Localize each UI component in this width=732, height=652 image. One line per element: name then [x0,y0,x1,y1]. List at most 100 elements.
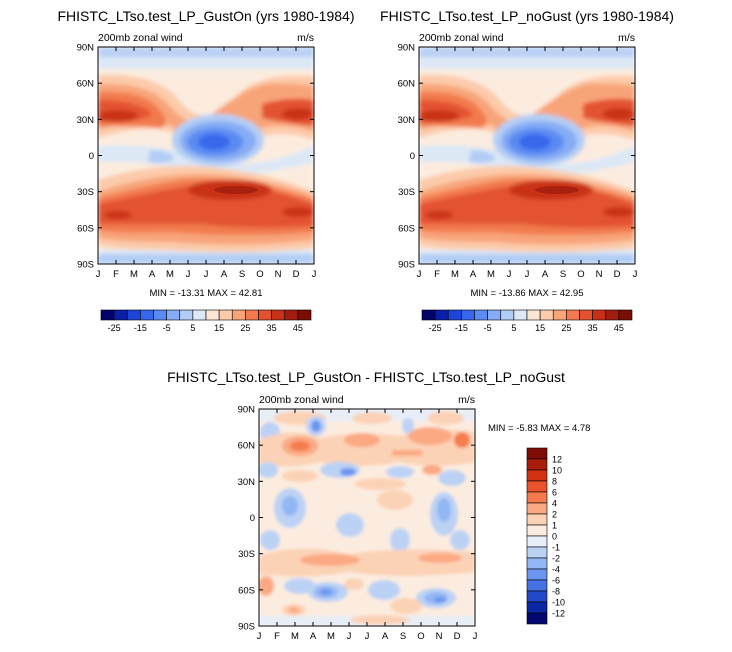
colorbar-swatch [218,309,233,321]
y-tick-label: 60S [398,223,415,234]
panel2-title: FHISTC_LTso.test_LP_noGust (yrs 1980-198… [380,8,674,24]
x-tick-label: M [487,269,495,280]
colorbar-tick-label: 4 [552,499,557,509]
colorbar-tick-label: 2 [552,510,557,520]
colorbar-tick-label: -5 [163,323,171,333]
panel3-subtitle-right: m/s [458,394,475,406]
colorbar-swatch [461,309,475,321]
colorbar-swatch [284,309,299,321]
colorbar-tick-label: -10 [552,598,565,608]
x-tick-label: J [96,269,101,280]
colorbar-swatch [205,309,220,321]
x-tick-label: A [382,631,389,642]
colorbar-tick-label: 12 [552,455,562,465]
panel1-contour-field [98,47,314,264]
colorbar-swatch [526,469,548,482]
y-tick-label: 90N [77,43,95,54]
x-tick-label: A [470,269,477,280]
y-tick-label: 60N [238,441,256,452]
colorbar-swatch [487,309,502,321]
colorbar-tick-label: -25 [108,323,121,333]
colorbar-swatch [526,309,541,321]
colorbar-tick-label: 10 [552,466,562,476]
colorbar-swatch [526,546,548,559]
colorbar-swatch [140,309,154,321]
colorbar-swatch [474,309,488,321]
colorbar-swatch [526,601,548,614]
x-tick-label: A [149,269,156,280]
panel3-title: FHISTC_LTso.test_LP_GustOn - FHISTC_LTso… [167,369,565,385]
colorbar-tick-label: -2 [552,554,560,564]
colorbar-swatch [179,309,194,321]
colorbar-swatch [421,309,436,321]
x-tick-label: F [274,631,280,642]
x-tick-label: N [275,269,282,280]
colorbar-swatch [513,309,528,321]
x-tick-label: J [633,269,638,280]
colorbar-tick-label: -1 [552,543,560,553]
panel3-subtitle-left: 200mb zonal wind [259,394,344,406]
colorbar-tick-label: 45 [614,323,624,333]
panel2-stats: MIN = -13.86 MAX = 42.95 [470,288,583,299]
colorbar-swatch [526,502,548,515]
x-tick-label: J [257,631,262,642]
panel2-subtitle-left: 200mb zonal wind [419,32,504,44]
x-tick-label: M [166,269,174,280]
x-tick-label: O [577,269,584,280]
y-tick-label: 90S [398,260,415,271]
colorbar-tick-label: -25 [429,323,442,333]
colorbar-swatch [447,309,462,321]
colorbar-swatch [539,309,554,321]
colorbar-swatch [526,458,548,471]
y-tick-label: 30N [77,115,95,126]
panel1-colorbar: -25 -15 -5 5 15 25 35 45 [100,309,312,333]
panel3-contour-field [259,409,475,626]
y-tick-label: 60N [77,79,95,90]
y-tick-label: 30S [398,187,415,198]
colorbar-swatch [500,309,515,321]
x-tick-label: D [614,269,621,280]
y-tick-label: 90S [77,260,94,271]
x-tick-label: J [186,269,191,280]
colorbar-swatch [166,309,181,321]
x-tick-label: F [434,269,440,280]
x-tick-label: O [256,269,263,280]
colorbar-swatch [526,535,548,548]
x-tick-label: N [596,269,603,280]
colorbar-swatch [100,309,115,321]
colorbar-swatch [526,447,548,460]
colorbar-swatch [552,309,567,321]
colorbar-swatch [526,568,548,581]
y-tick-label: 30S [238,549,255,560]
colorbar-swatch [526,590,548,603]
colorbar-swatch [526,480,548,493]
x-tick-label: A [310,631,317,642]
y-tick-label: 0 [89,151,94,162]
colorbar-swatch [579,309,593,321]
colorbar-swatch [566,309,580,321]
y-tick-label: 0 [410,151,415,162]
colorbar-tick-label: -5 [484,323,492,333]
colorbar-tick-label: -4 [552,565,560,575]
colorbar-swatch [153,309,167,321]
x-tick-label: M [327,631,335,642]
x-tick-label: A [221,269,228,280]
x-tick-label: J [204,269,209,280]
x-tick-label: O [417,631,424,642]
panel3-stats: MIN = -5.83 MAX = 4.78 [488,423,590,434]
y-tick-label: 60S [238,585,255,596]
panel1-subtitle-right: m/s [297,32,314,44]
y-tick-label: 60S [77,223,94,234]
colorbar-swatch [526,557,548,570]
y-tick-label: 90N [238,405,256,416]
colorbar-tick-label: 0 [552,532,557,542]
colorbar-tick-label: 1 [552,521,557,531]
y-tick-label: 30N [238,477,256,488]
colorbar-tick-label: -15 [455,323,468,333]
colorbar-swatch [526,524,548,537]
colorbar-tick-label: 15 [535,323,545,333]
colorbar-swatch [126,309,141,321]
